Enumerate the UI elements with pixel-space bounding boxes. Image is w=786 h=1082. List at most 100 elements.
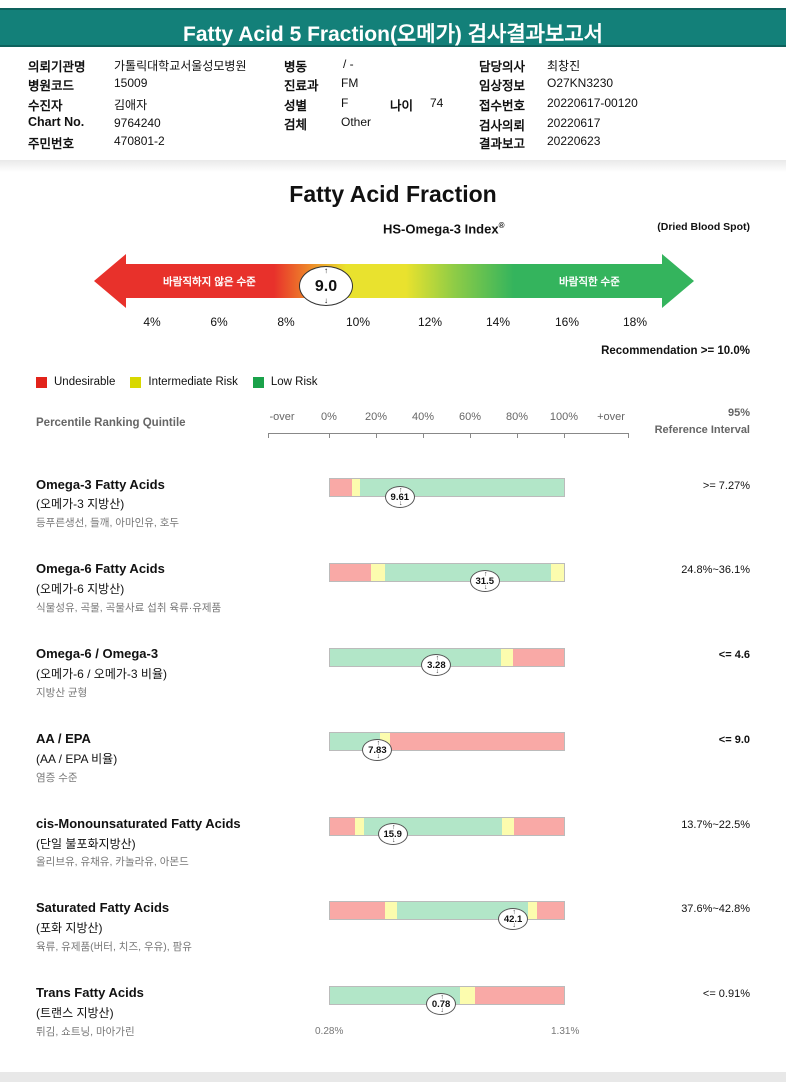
- bar-segment-red: [475, 987, 564, 1004]
- row-description: 등푸른생선, 들깨, 아마인유, 호두: [36, 517, 180, 529]
- row-korean-name: (오메가-6 / 오메가-3 비율): [36, 667, 167, 681]
- bar-segment-red: [389, 733, 564, 750]
- result-marker: ↑ 31.5 ↓: [469, 570, 500, 592]
- reference-header-label: Reference Interval: [654, 424, 750, 436]
- value-ward: / -: [343, 57, 354, 71]
- reference-interval: 24.8%~36.1%: [681, 564, 750, 576]
- result-value: 42.1: [503, 914, 523, 925]
- result-marker: ↑ 9.61 ↓: [384, 486, 415, 508]
- bar-segment-red: [330, 902, 385, 919]
- arrow-shape: [94, 254, 694, 308]
- result-bar: [329, 478, 565, 497]
- value-age: 74: [430, 96, 444, 110]
- value-request-date: 20220617: [547, 116, 601, 130]
- result-value: 15.9: [383, 829, 402, 840]
- bar-segment-yellow: [500, 649, 513, 666]
- result-value: 31.5: [475, 576, 495, 587]
- row-description: 올리브유, 유채유, 카놀라유, 아몬드: [36, 856, 189, 868]
- row-description: 튀김, 쇼트닝, 마아가린: [36, 1026, 135, 1038]
- omega3-index-arrow: [94, 254, 694, 308]
- bar-segment-yellow: [459, 987, 476, 1004]
- result-marker: ↑ 0.78 ↓: [426, 993, 457, 1015]
- legend-swatch-green: [252, 376, 264, 388]
- legend-undesirable: Undesirable: [54, 376, 116, 388]
- legend-intermediate: Intermediate Risk: [148, 376, 238, 388]
- percentile-label: Percentile Ranking Quintile: [36, 417, 186, 429]
- result-marker: ↑ 7.83 ↓: [362, 739, 393, 761]
- up-arrow-icon: ↑: [435, 655, 440, 662]
- legend-swatch-red: [36, 376, 47, 388]
- reference-interval: 37.6%~42.8%: [681, 903, 750, 915]
- percentile-tick: +over: [597, 411, 625, 423]
- down-arrow-icon: ↓: [435, 668, 440, 675]
- label-patient: 수진자: [28, 99, 63, 113]
- recommendation: Recommendation >= 10.0%: [601, 345, 750, 357]
- label-doctor: 담당의사: [479, 60, 526, 74]
- result-value: 3.28: [427, 660, 446, 671]
- section-divider: [0, 160, 786, 172]
- up-arrow-icon: ↑: [391, 824, 396, 831]
- bar-segment-yellow: [370, 564, 385, 581]
- bar-segment-green: [384, 564, 552, 581]
- row-korean-name: (AA / EPA 비율): [36, 752, 118, 766]
- reference-header-95: 95%: [727, 407, 750, 419]
- label-report-date: 결과보고: [479, 137, 526, 151]
- bar-segment-yellow: [551, 564, 564, 581]
- label-ward: 병동: [284, 60, 308, 74]
- bar-segment-yellow: [384, 902, 397, 919]
- label-hospital: 의뢰기관명: [28, 60, 86, 74]
- value-hospital-code: 15009: [114, 76, 148, 90]
- percentile-axis-tick: [376, 433, 377, 438]
- bar-segment-green: [330, 649, 501, 666]
- report-title: Fatty Acid 5 Fraction(오메가) 검사결과보고서: [183, 23, 603, 46]
- index-title-sup: ®: [498, 221, 505, 230]
- row-korean-name: (단일 불포화지방산): [36, 837, 136, 851]
- arrow-right-label: 바람직한 수준: [559, 276, 620, 288]
- down-arrow-icon: ↓: [399, 500, 403, 507]
- result-value: 0.78: [431, 999, 451, 1010]
- percentile-axis-line: [268, 433, 629, 434]
- value-dept: FM: [341, 76, 359, 90]
- label-dept: 진료과: [284, 79, 319, 93]
- risk-legend: Undesirable Intermediate Risk Low Risk: [36, 376, 333, 388]
- value-clinical-info: O27KN3230: [547, 76, 614, 90]
- percentile-tick: -over: [269, 411, 295, 423]
- index-tick: 6%: [210, 315, 228, 329]
- row-name: AA / EPA: [36, 731, 91, 746]
- value-receipt-no: 20220617-00120: [547, 96, 638, 110]
- bar-segment-yellow: [354, 818, 364, 835]
- index-title: HS-Omega-3 Index®: [383, 221, 505, 236]
- up-arrow-icon: ↑: [376, 740, 381, 747]
- label-specimen: 검체: [284, 118, 308, 132]
- percentile-tick: 100%: [549, 411, 579, 423]
- trans-scale-min: 0.28%: [315, 1026, 344, 1037]
- value-id-no: 470801-2: [114, 134, 165, 148]
- reference-interval: >= 7.27%: [702, 480, 750, 492]
- percentile-tick: 0%: [321, 411, 337, 423]
- up-arrow-icon: ↑: [440, 994, 444, 1001]
- label-clinical-info: 임상정보: [479, 79, 526, 93]
- row-korean-name: (오메가-3 지방산): [36, 497, 125, 511]
- index-title-text: HS-Omega-3 Index: [383, 221, 499, 237]
- result-marker: ↑ 42.1 ↓: [498, 908, 529, 930]
- index-value-marker: ↑ 9.0 ↓: [299, 266, 353, 306]
- row-description: 육류, 유제품(버터, 치즈, 우유), 팜유: [36, 941, 192, 953]
- row-korean-name: (트랜스 지방산): [36, 1006, 114, 1020]
- up-arrow-icon: ↑: [512, 909, 516, 916]
- specimen-note: (Dried Blood Spot): [657, 221, 750, 233]
- up-arrow-icon: ↑: [399, 487, 403, 494]
- percentile-tick: 60%: [458, 411, 482, 423]
- row-name: Omega-3 Fatty Acids: [36, 477, 165, 492]
- row-korean-name: (오메가-6 지방산): [36, 582, 125, 596]
- down-arrow-icon: ↓: [484, 584, 488, 591]
- row-name: Omega-6 / Omega-3: [36, 646, 159, 661]
- value-report-date: 20220623: [547, 134, 601, 148]
- row-name: Omega-6 Fatty Acids: [36, 561, 165, 576]
- page-bottom-band: [0, 1072, 786, 1082]
- down-arrow-icon: ↓: [376, 753, 381, 760]
- legend-low-risk: Low Risk: [270, 376, 318, 388]
- percentile-tick: 20%: [364, 411, 388, 423]
- result-value: 7.83: [368, 745, 387, 756]
- percentile-axis-tick: [628, 433, 629, 438]
